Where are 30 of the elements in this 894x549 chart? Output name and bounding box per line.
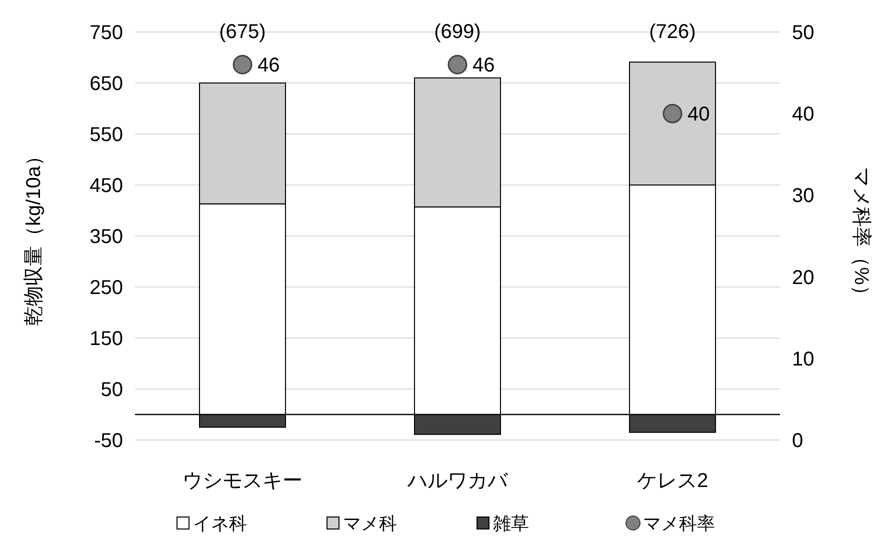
y-tick-label: 750 [90,22,123,44]
annotation: (675) [219,21,266,43]
legend-label: 雑草 [493,513,529,534]
legend-label: イネ科 [193,513,247,534]
annotation: (699) [434,21,481,43]
y2-tick-label: 40 [792,104,814,126]
data-label: 46 [258,54,280,77]
y-tick-label: 250 [90,277,123,299]
y2-tick-label: 0 [792,430,804,452]
y-tick-label: -50 [94,430,123,452]
data-label: 40 [688,104,710,126]
y2-tick-label: 50 [792,22,814,44]
y2-tick-label: 10 [792,348,814,370]
y-tick-label: 550 [90,124,123,146]
y-tick-label: 350 [90,226,123,248]
annotation: (726) [649,21,696,43]
y-tick-label: 50 [100,379,123,401]
legend-label: マメ科 [343,513,397,534]
y2-axis-title: マメ科率（%） [850,167,872,305]
x-tick-label: ハルワカバ [406,470,508,492]
data-label: 46 [472,54,495,77]
y-tick-label: 150 [90,328,123,350]
y-axis-title: 乾物収量（kg/10a） [23,146,45,326]
y-tick-label: 450 [90,175,123,197]
legend-label: マメ科率 [643,513,715,534]
y2-tick-label: 30 [792,185,814,208]
x-tick-label: ウシモスキー [182,470,302,492]
y-tick-label: 650 [90,73,123,95]
y2-tick-label: 20 [792,266,814,289]
x-tick-label: ケレス2 [636,470,708,492]
